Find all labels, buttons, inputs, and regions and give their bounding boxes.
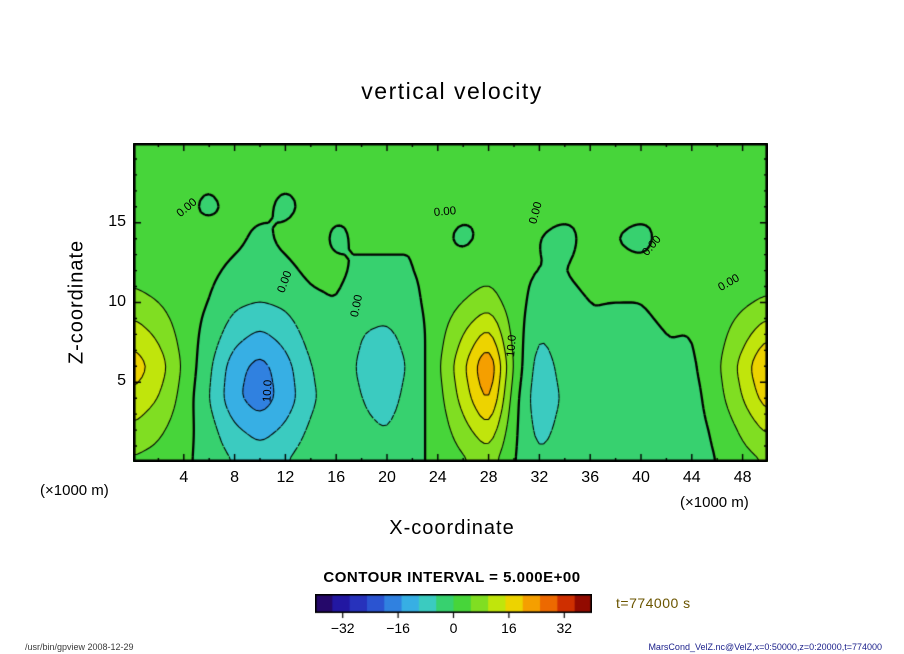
colorbar-tick-label: 32 (556, 620, 573, 636)
x-tick-label: 20 (378, 469, 396, 486)
contour-label: 10.0 (505, 334, 520, 358)
colorbar (315, 594, 592, 620)
y-axis-unit: (×1000 m) (40, 482, 109, 499)
x-tick-label: 28 (479, 469, 498, 486)
x-tick-label: 16 (327, 469, 346, 486)
contour-label: 0.00 (433, 204, 457, 219)
x-axis-label: X-coordinate (389, 517, 515, 539)
x-axis-unit: (×1000 m) (680, 494, 749, 511)
y-tick-label: 15 (108, 212, 126, 230)
time-annotation: t=774000 s (616, 595, 691, 611)
footer-command-and-date: /usr/bin/gpview 2008-12-29 (25, 642, 134, 652)
footer-data-source: MarsCond_VelZ.nc@VelZ,x=0:50000,z=0:2000… (648, 642, 882, 652)
colorbar-tick-label: −16 (386, 620, 410, 636)
y-tick-label: 10 (108, 292, 126, 310)
colorbar-tick-label: −32 (330, 620, 355, 636)
x-tick-label: 36 (581, 469, 600, 486)
x-tick-label: 4 (179, 469, 189, 486)
y-tick-label: 5 (117, 372, 126, 390)
plot-title: vertical velocity (361, 78, 543, 104)
y-axis-label: Z-coordinate (65, 239, 88, 365)
x-tick-label: 12 (276, 469, 295, 486)
x-tick-label: 32 (530, 469, 549, 486)
colorbar-tick-label: 0 (449, 620, 458, 636)
contour-interval-note: CONTOUR INTERVAL = 5.000E+00 (323, 569, 581, 586)
x-tick-label: 44 (682, 469, 701, 486)
x-tick-label: 40 (632, 469, 650, 486)
x-tick-label: 8 (230, 469, 240, 486)
x-tick-label: 24 (428, 469, 447, 486)
x-tick-label: 48 (733, 469, 752, 486)
colorbar-tick-label: 16 (501, 620, 517, 636)
contour-plot-canvas (133, 143, 768, 462)
contour-label: 10.0 (261, 379, 275, 403)
